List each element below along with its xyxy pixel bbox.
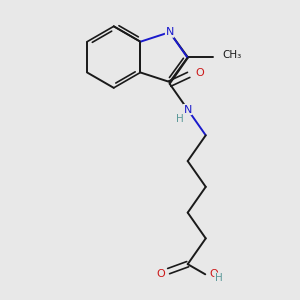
Text: H: H bbox=[215, 273, 222, 283]
Text: N: N bbox=[166, 27, 174, 37]
Text: O: O bbox=[156, 269, 165, 279]
Text: H: H bbox=[176, 114, 184, 124]
Text: CH₃: CH₃ bbox=[223, 50, 242, 60]
Text: N: N bbox=[184, 104, 192, 115]
Text: O: O bbox=[195, 68, 204, 78]
Text: O: O bbox=[210, 268, 218, 279]
